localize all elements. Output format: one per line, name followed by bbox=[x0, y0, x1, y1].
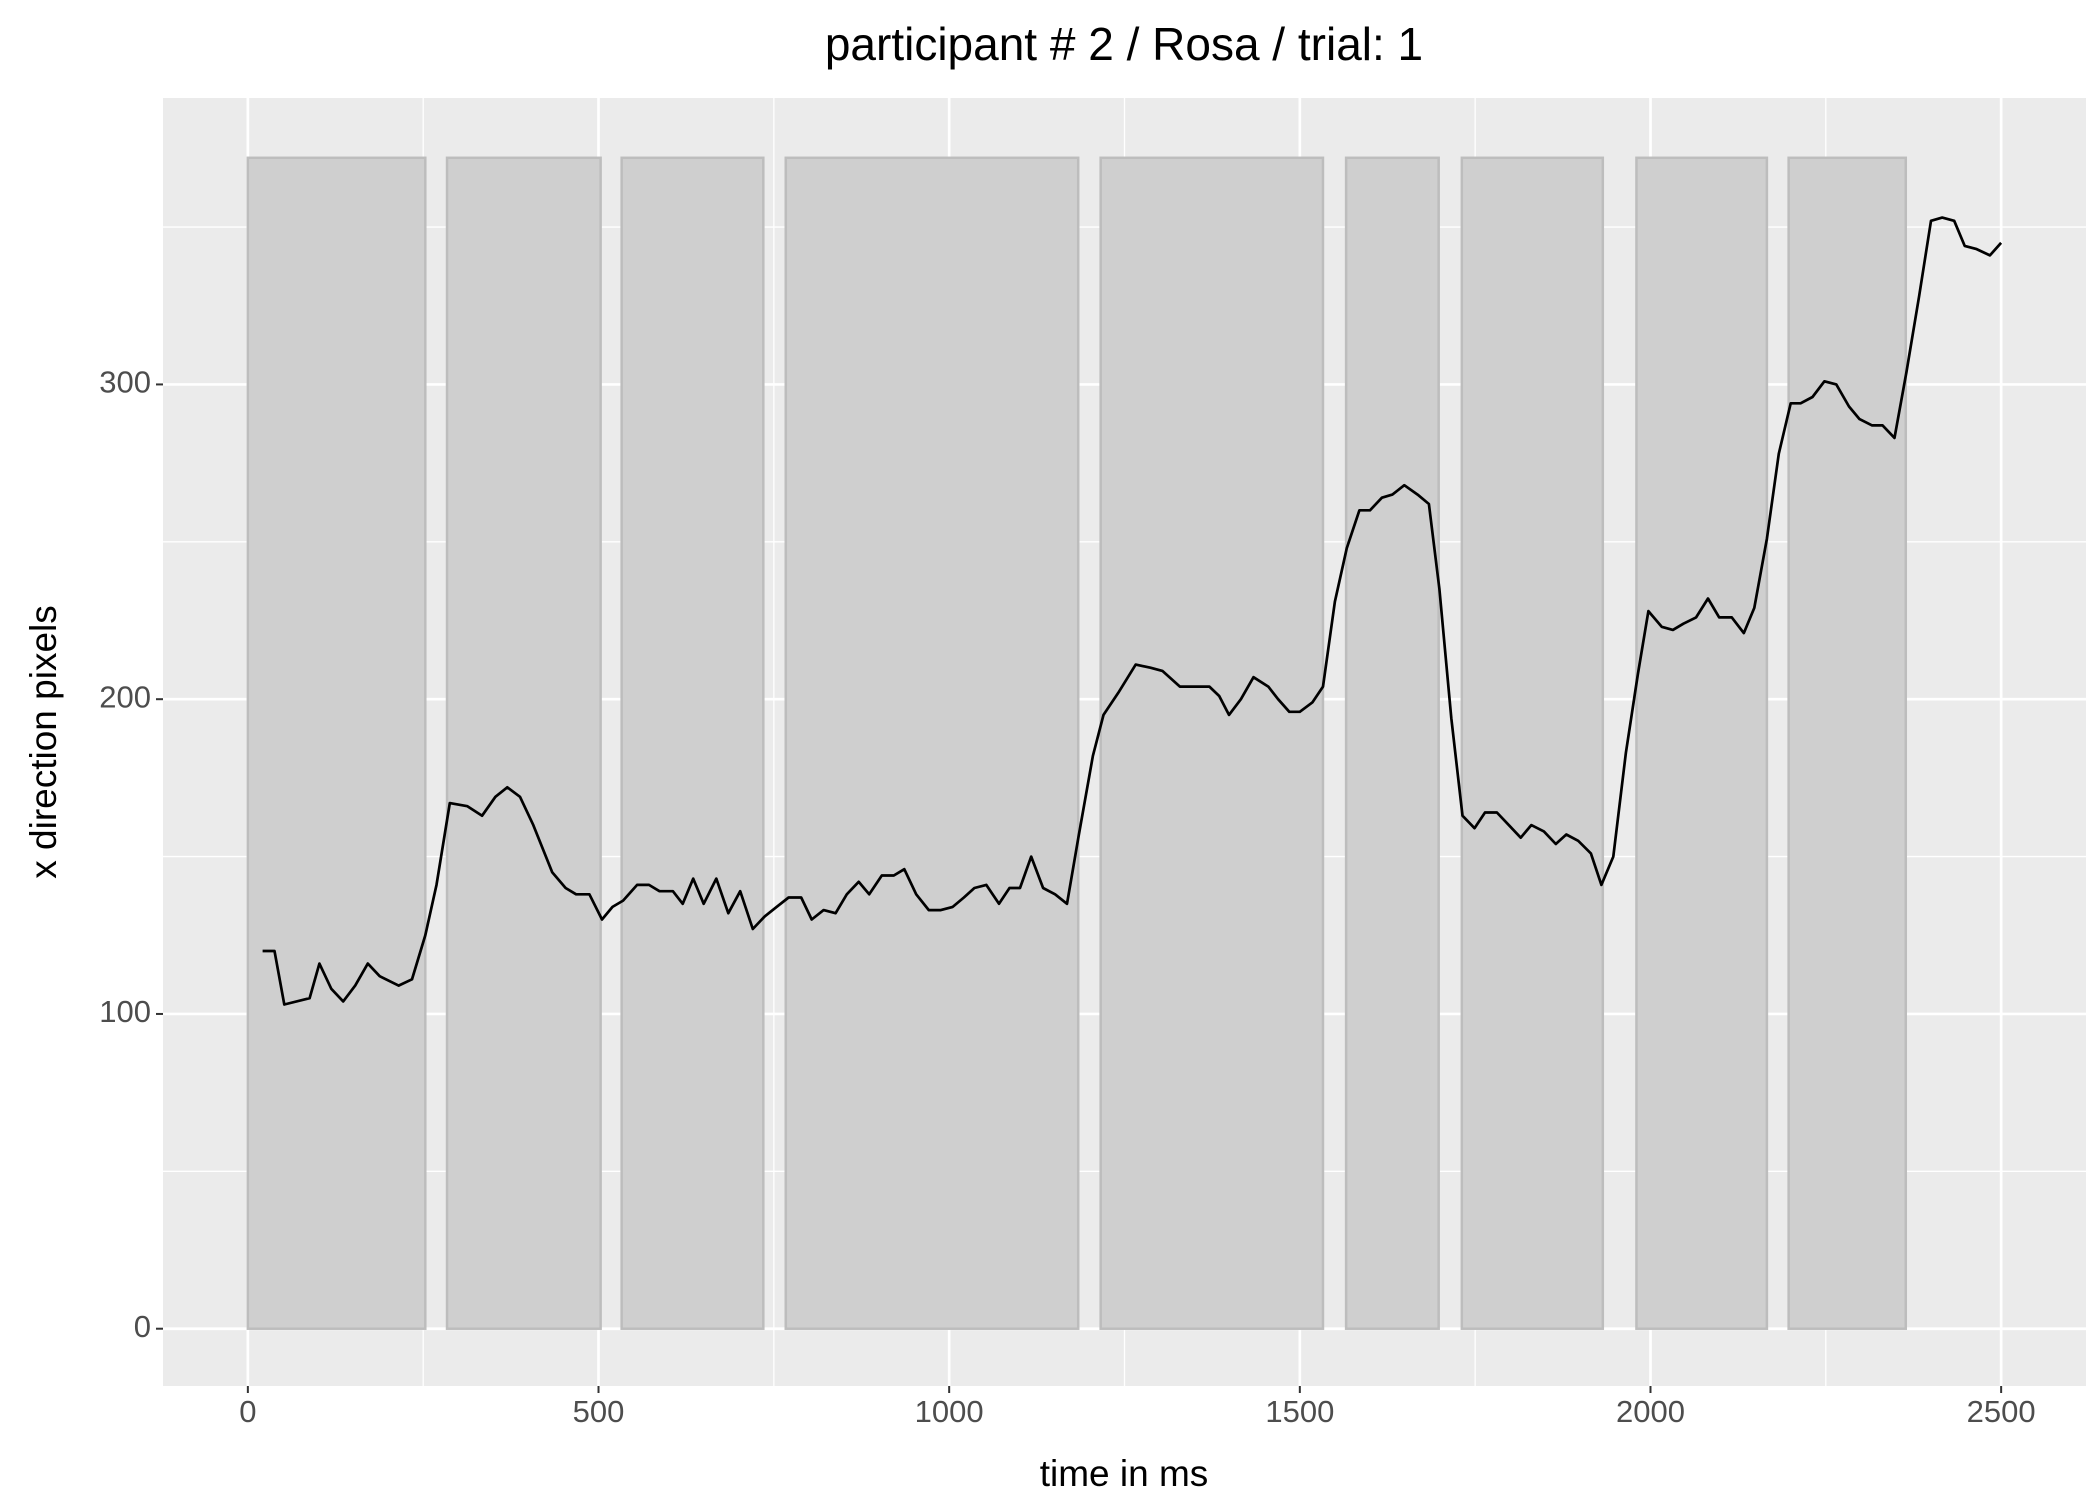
interval bbox=[1460, 156, 1605, 1330]
interval bbox=[1344, 156, 1440, 1330]
interval bbox=[620, 156, 765, 1330]
data-line bbox=[262, 216, 2003, 1006]
interval bbox=[1787, 156, 1908, 1330]
interval bbox=[1635, 156, 1769, 1330]
interval bbox=[445, 156, 602, 1330]
y-axis-title: x direction pixels bbox=[23, 605, 64, 879]
x-tick-label: 500 bbox=[573, 1394, 625, 1429]
interval bbox=[1099, 156, 1325, 1330]
y-tick-label: 100 bbox=[99, 994, 151, 1029]
interval bbox=[784, 156, 1080, 1330]
x-tick-label: 2000 bbox=[1616, 1394, 1685, 1429]
x-tick-label: 0 bbox=[239, 1394, 256, 1429]
y-tick-label: 300 bbox=[99, 365, 151, 400]
x-tick-label: 2500 bbox=[1967, 1394, 2036, 1429]
interval bbox=[246, 156, 427, 1330]
x-axis-title: time in ms bbox=[1040, 1453, 1209, 1494]
chart-title: participant # 2 / Rosa / trial: 1 bbox=[825, 18, 1423, 70]
x-tick-label: 1500 bbox=[1265, 1394, 1334, 1429]
y-tick-label: 0 bbox=[134, 1309, 151, 1344]
y-tick-label: 200 bbox=[99, 679, 151, 714]
x-tick-label: 1000 bbox=[915, 1394, 984, 1429]
